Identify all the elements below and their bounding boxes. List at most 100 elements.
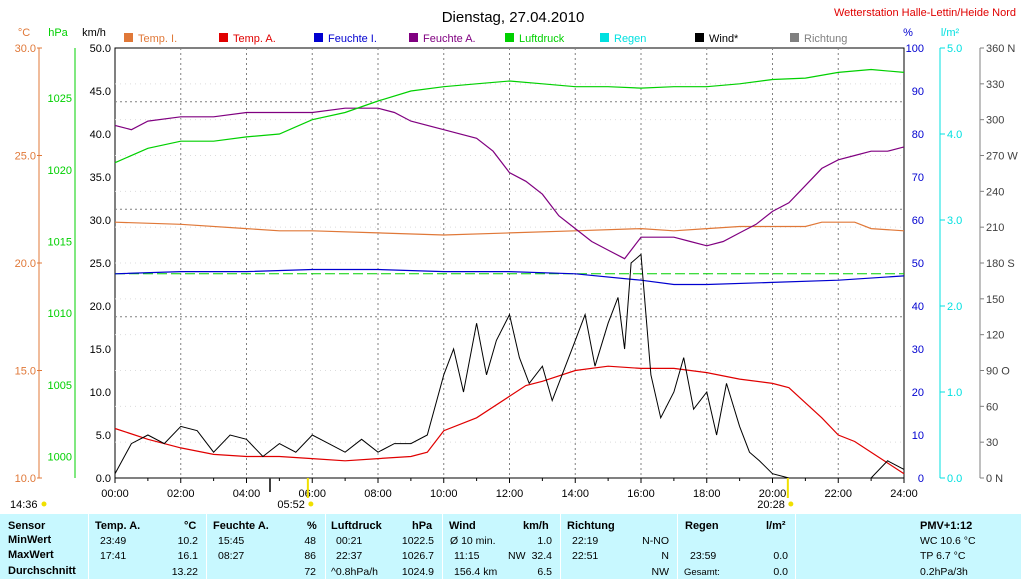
sunrise-label: 05:52 — [277, 499, 305, 511]
legend-swatch — [790, 33, 799, 42]
stats-header-feuchte: Feuchte A. — [213, 520, 269, 532]
temp-max-time: 17:41 — [100, 550, 127, 562]
direction-tick: 240 — [986, 186, 1004, 198]
sun-markers: 05:52 20:28 14:36 — [10, 478, 794, 511]
stats-header-luftdruck-unit: hPa — [412, 520, 433, 532]
wind-max-time: 11:15 — [454, 550, 480, 562]
wind-avg10-value: 1.0 — [537, 535, 552, 547]
humidity-tick: 30 — [912, 344, 924, 356]
sunset-sun-icon — [788, 501, 794, 507]
wind-tick: 0.0 — [96, 473, 111, 485]
stats-header-sensor: Sensor — [8, 520, 46, 532]
legend-label: Feuchte I. — [328, 33, 377, 45]
luftdruck-avg-value: 1024.9 — [401, 566, 434, 578]
pmv-dewpoint: TP 6.7 °C — [920, 550, 966, 562]
stats-header-richtung: Richtung — [567, 520, 615, 532]
luftdruck-min-time: 00:21 — [336, 535, 363, 547]
humidity-axis-unit: % — [903, 27, 913, 39]
row-label-max: MaxWert — [8, 549, 54, 561]
time-tick: 14:00 — [561, 488, 589, 500]
time-tick: 24:00 — [890, 488, 918, 500]
daylength-sun-icon — [41, 501, 47, 507]
humidity-tick: 0 — [918, 473, 924, 485]
sunrise-sun-icon — [308, 501, 314, 507]
humidity-tick: 70 — [912, 172, 924, 184]
legend-label: Temp. A. — [233, 33, 276, 45]
regen-total-label: Gesamt: — [684, 567, 720, 578]
humidity-tick: 40 — [912, 301, 924, 313]
chart-legend: Temp. I. Temp. A. Feuchte I. Feuchte A. Luft… — [124, 33, 847, 45]
stats-header-regen-unit: l/m² — [766, 520, 786, 532]
humidity-tick: 90 — [912, 86, 924, 98]
rain-tick: 2.0 — [947, 301, 962, 313]
time-tick: 20:00 — [759, 488, 787, 500]
wind-tick: 5.0 — [96, 430, 111, 442]
station-name: Wetterstation Halle-Lettin/Heide Nord — [834, 7, 1016, 19]
stats-header-feuchte-unit: % — [307, 520, 317, 532]
legend-swatch — [124, 33, 133, 42]
direction-tick: 210 — [986, 222, 1004, 234]
feuchte-min-time: 15:45 — [218, 535, 245, 547]
temp-axis-unit: °C — [18, 27, 30, 39]
temp-max-value: 16.1 — [177, 550, 198, 562]
pressure-tick: 1020 — [48, 165, 72, 177]
temp-tick: 30.0 — [15, 43, 36, 55]
temp-tick: 10.0 — [15, 473, 36, 485]
time-tick: 06:00 — [298, 488, 326, 500]
wind-avg10-label: Ø 10 min. — [450, 535, 496, 547]
stats-header-pmv: PMV+1:12 — [920, 520, 973, 532]
direction-tick: 150 — [986, 294, 1004, 306]
time-tick: 16:00 — [627, 488, 655, 500]
time-tick: 12:00 — [496, 488, 524, 500]
chart-title: Dienstag, 27.04.2010 — [442, 9, 585, 26]
legend-swatch — [695, 33, 704, 42]
pressure-tick: 1025 — [48, 93, 72, 105]
time-tick: 04:00 — [233, 488, 261, 500]
time-tick: 18:00 — [693, 488, 721, 500]
time-tick: 00:00 — [101, 488, 129, 500]
rain-tick: 5.0 — [947, 43, 962, 55]
stats-header-wind: Wind — [449, 520, 476, 532]
row-label-avg: Durchschnitt — [8, 565, 76, 577]
direction-tick: 90 O — [986, 366, 1010, 378]
feuchte-min-value: 48 — [304, 535, 316, 547]
richtung-avg-value: NW — [651, 566, 670, 578]
regen-total-value: 0.0 — [773, 566, 788, 578]
stats-header-luftdruck: Luftdruck — [331, 520, 382, 532]
axis-ticks: 30.025.020.015.010.010251020101510101005… — [15, 43, 1019, 500]
wind-avg-value: 6.5 — [537, 566, 552, 578]
direction-tick: 300 — [986, 115, 1004, 127]
data-series — [114, 68, 905, 479]
direction-tick: 330 — [986, 79, 1004, 91]
rain-tick: 4.0 — [947, 129, 962, 141]
humidity-tick: 100 — [906, 43, 924, 55]
wind-tick: 20.0 — [90, 301, 111, 313]
legend-swatch — [314, 33, 323, 42]
wind-tick: 40.0 — [90, 129, 111, 141]
temp-avg-value: 13.22 — [171, 566, 198, 578]
direction-tick: 120 — [986, 330, 1004, 342]
direction-tick: 30 — [986, 437, 998, 449]
temp-min-value: 10.2 — [177, 535, 198, 547]
feuchte-max-value: 86 — [304, 550, 316, 562]
series-temp-i — [114, 221, 905, 236]
stats-header-temp-unit: °C — [184, 520, 197, 532]
wind-max-dir: NW — [508, 550, 526, 562]
pressure-axis-unit: hPa — [48, 27, 68, 39]
rain-tick: 1.0 — [947, 387, 962, 399]
wind-max-value: 32.4 — [531, 550, 552, 562]
rain-tick: 0.0 — [947, 473, 962, 485]
pmv-windchill: WC 10.6 °C — [920, 535, 976, 547]
pressure-tick: 1010 — [48, 308, 72, 320]
wind-tick: 45.0 — [90, 86, 111, 98]
humidity-tick: 80 — [912, 129, 924, 141]
series-feuchte-i — [114, 268, 905, 286]
time-tick: 10:00 — [430, 488, 458, 500]
series-temp-a — [114, 365, 905, 475]
richtung-max-value: N — [661, 550, 669, 562]
legend-swatch — [219, 33, 228, 42]
daylength-label: 14:36 — [10, 499, 38, 511]
legend-swatch — [505, 33, 514, 42]
legend-label: Richtung — [804, 33, 847, 45]
wind-tick: 50.0 — [90, 43, 111, 55]
